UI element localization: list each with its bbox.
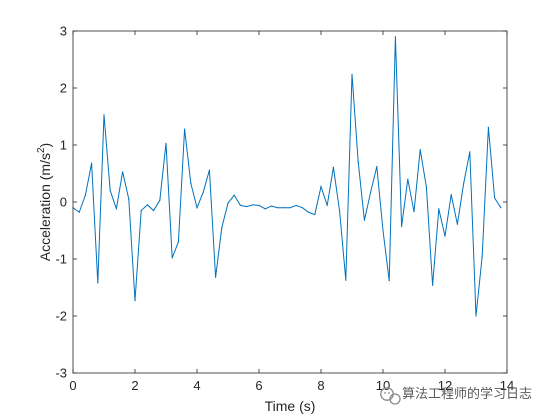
data-point [190,182,192,184]
data-point [326,204,328,207]
data-point [140,209,142,212]
x-axis-label: Time (s) [265,398,316,414]
y-tick-label: -3 [55,366,67,381]
data-point [438,208,440,210]
data-point [233,194,235,196]
data-point [103,114,105,116]
data-point [314,213,316,216]
data-point [413,211,415,213]
data-point [339,210,341,212]
data-point [258,204,260,207]
data-point [376,166,378,168]
data-point [221,227,223,229]
data-point [227,202,229,204]
data-point [394,36,396,38]
data-point [382,229,384,232]
data-point [202,191,204,193]
data-point [475,315,477,317]
data-point [301,207,303,209]
data-point [277,207,279,209]
data-point [444,235,446,237]
data-point [469,151,471,153]
data-point [425,186,427,188]
x-tick-label: 4 [193,378,200,393]
data-point [196,207,198,209]
data-point [456,223,458,225]
plot-area [73,31,507,373]
x-tick-label: 2 [131,378,138,393]
data-point [419,148,421,151]
x-tick-label: 0 [69,378,76,393]
data-point [370,191,372,193]
y-axis-label-main: Acceleration (m/s [37,153,53,261]
axes-box [72,30,508,374]
data-point [215,276,217,278]
data-point [481,255,483,257]
data-point [208,169,210,171]
data-point [332,166,334,168]
data-point [463,183,465,185]
data-point [239,204,241,207]
data-point [128,198,130,200]
data-point [363,219,365,221]
data-point [487,126,489,128]
x-tick-label: 8 [317,378,324,393]
data-point [171,257,173,259]
wechat-icon [380,387,401,405]
data-point [345,279,347,281]
data-point [351,73,353,75]
data-point [165,142,167,144]
data-point [252,204,254,206]
data-point [500,207,502,209]
data-point [115,208,117,210]
data-point [320,186,322,188]
data-point [184,128,186,130]
data-point [134,300,136,302]
watermark: 算法工程师的学习日志 [380,386,532,405]
data-point [246,205,248,208]
data-point [270,205,272,207]
data-point [146,204,148,206]
y-tick-label: 3 [60,24,67,39]
y-axis-label: Acceleration (m/s2) [36,143,53,261]
y-tick-label: 2 [60,81,67,96]
y-tick-label: -2 [55,309,67,324]
watermark-text: 算法工程师的学习日志 [402,386,532,402]
data-point [122,171,124,173]
y-tick-label: 1 [60,138,67,153]
data-point [177,241,179,243]
data-point [450,193,452,196]
data-point [401,225,403,228]
series-line [72,36,502,317]
data-points [72,36,502,317]
data-point [289,207,291,209]
x-tick-label: 14 [500,378,514,393]
y-tick-label: -1 [55,252,67,267]
data-point [153,209,155,212]
data-point [432,284,434,286]
data-point [264,208,266,210]
data-point [97,282,99,284]
data-point [283,207,285,209]
data-point [295,204,297,207]
y-axis-label-superscript: 2 [36,147,47,153]
y-axis-label-tail: ) [37,143,53,148]
data-point [357,161,359,163]
y-tick-label: 0 [60,195,67,210]
data-point [388,280,390,282]
x-tick-label: 6 [255,378,262,393]
data-point [159,199,161,201]
x-tick-label: 10 [376,378,390,393]
x-tick-label: 12 [438,378,452,393]
data-point [109,190,111,192]
data-point [91,162,93,164]
data-point [494,197,496,199]
data-point [407,178,409,180]
data-point [78,211,80,213]
data-point [84,194,86,196]
data-point [308,211,310,213]
